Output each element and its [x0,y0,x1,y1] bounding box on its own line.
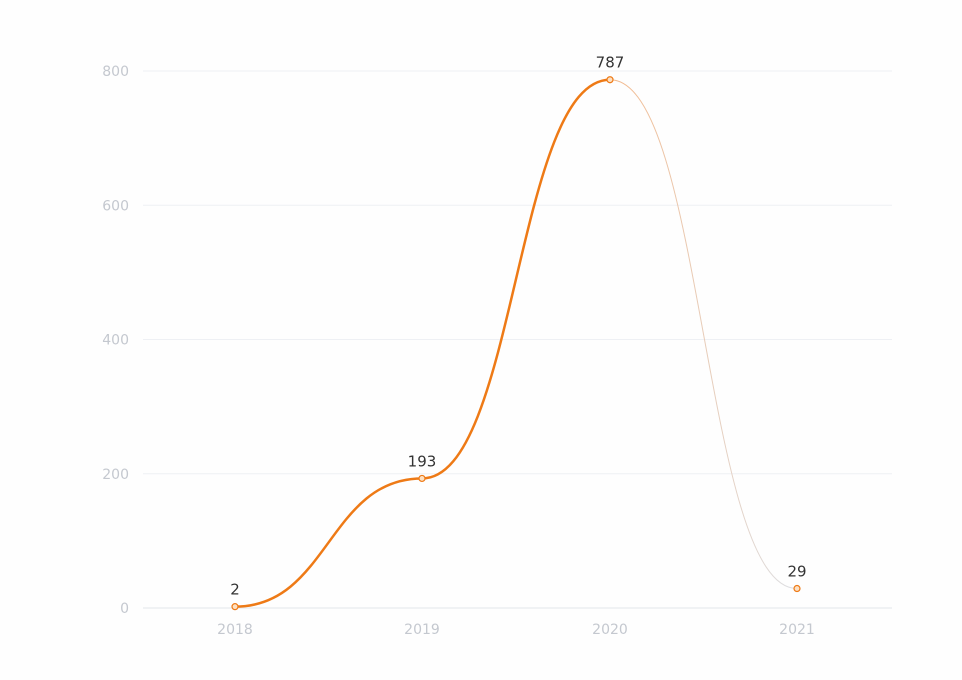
data-label: 193 [408,452,437,470]
y-tick-label: 800 [102,64,129,80]
x-axis-ticks: 2018 2019 2020 2021 [217,622,815,638]
series-line-segment [609,79,798,590]
x-tick-label: 2019 [404,622,440,638]
data-points [231,76,801,611]
x-tick-label: 2020 [592,622,628,638]
data-point-marker [606,76,614,84]
data-point-marker [231,603,239,611]
grid-lines [143,70,892,609]
data-labels: 2 193 787 29 [230,54,806,599]
y-tick-label: 400 [102,333,129,349]
data-label: 2 [230,581,240,599]
y-tick-label: 0 [120,601,129,617]
data-point-marker [418,474,426,483]
data-label: 787 [596,54,625,72]
data-label: 29 [787,563,806,581]
y-tick-label: 600 [102,198,129,214]
series-line-segment [420,78,612,480]
data-point-marker [793,584,801,593]
y-tick-label: 200 [102,467,129,483]
x-tick-label: 2018 [217,622,253,638]
y-axis-ticks: 0 200 400 600 800 [102,64,129,617]
series-line-segment [233,477,424,608]
x-tick-label: 2021 [779,622,815,638]
series-lines [233,78,798,608]
